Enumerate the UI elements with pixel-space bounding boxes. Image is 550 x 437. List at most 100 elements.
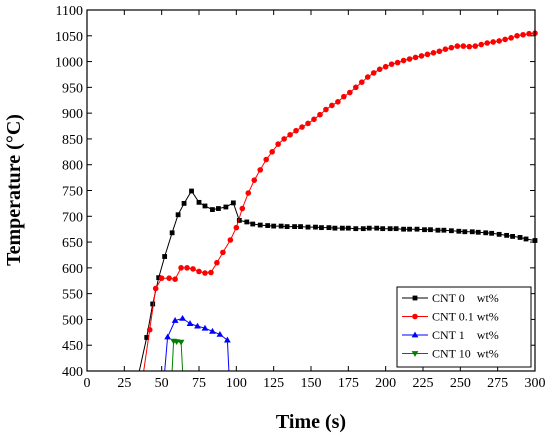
data-point: [293, 127, 299, 134]
series-3: [170, 338, 185, 372]
data-point: [196, 199, 202, 205]
y-tick-label: 800: [62, 159, 83, 174]
data-point: [448, 228, 454, 234]
data-point: [339, 225, 345, 231]
data-point: [504, 232, 510, 238]
data-point: [216, 330, 224, 337]
data-point: [181, 200, 187, 206]
data-point: [364, 74, 371, 80]
legend-label: CNT 0 wt%: [432, 291, 499, 305]
series-0: [138, 188, 538, 372]
data-point: [201, 324, 209, 331]
data-point: [358, 79, 365, 85]
data-point: [162, 254, 168, 259]
legend-entry: CNT 0 wt%: [402, 291, 499, 305]
data-point: [146, 326, 153, 333]
data-point: [305, 224, 311, 230]
data-point: [210, 207, 215, 212]
data-point: [209, 327, 216, 334]
data-point: [178, 265, 184, 271]
data-point: [144, 335, 150, 340]
data-point: [269, 149, 275, 155]
data-point: [233, 224, 240, 231]
data-point: [490, 39, 496, 45]
data-point: [353, 226, 359, 232]
data-point: [376, 66, 383, 73]
y-tick-label: 550: [62, 288, 83, 303]
x-tick-label: 250: [450, 376, 471, 391]
data-point: [239, 205, 246, 212]
data-point: [208, 269, 214, 276]
plot-frame: [86, 9, 536, 372]
data-point: [430, 50, 437, 56]
data-point: [412, 295, 418, 301]
data-point: [220, 249, 226, 256]
data-point: [388, 61, 395, 67]
y-tick-label: 400: [62, 365, 83, 380]
data-point: [424, 51, 431, 58]
data-point: [223, 204, 229, 210]
data-point: [257, 222, 263, 228]
data-point: [456, 228, 462, 234]
legend-label: CNT 10 wt%: [432, 347, 499, 361]
y-tick-label: 1050: [55, 30, 83, 45]
data-point: [332, 225, 338, 231]
data-point: [489, 230, 495, 236]
data-point: [319, 225, 324, 231]
data-point: [387, 226, 393, 232]
data-point: [305, 120, 311, 127]
data-point: [407, 226, 412, 232]
legend-entry: CNT 10 wt%: [402, 347, 499, 361]
y-tick-label: 500: [62, 313, 83, 328]
series-1: [143, 30, 538, 372]
data-point: [223, 336, 231, 343]
data-point: [311, 116, 317, 123]
data-point: [313, 224, 318, 230]
data-point: [245, 190, 252, 196]
data-point: [278, 223, 284, 229]
data-point: [227, 237, 234, 243]
data-point: [460, 43, 467, 49]
data-point: [236, 218, 242, 223]
data-point: [341, 93, 347, 100]
data-point: [152, 285, 159, 292]
data-point: [380, 226, 386, 232]
data-point: [287, 132, 293, 138]
data-point: [326, 225, 332, 231]
data-point: [401, 226, 406, 232]
series-2: [164, 314, 231, 372]
legend-entry: CNT 0.1 wt%: [402, 310, 499, 324]
data-point: [292, 224, 297, 229]
data-point: [250, 221, 256, 227]
data-point: [526, 30, 532, 37]
x-tick-label: 75: [192, 376, 206, 391]
data-point: [514, 32, 520, 39]
data-point: [382, 63, 389, 70]
legend-entry: CNT 1 wt%: [402, 328, 499, 342]
data-point: [202, 203, 208, 209]
data-point: [353, 84, 359, 91]
data-point: [251, 177, 258, 183]
data-point: [169, 230, 175, 236]
data-point: [366, 225, 372, 231]
data-point: [214, 259, 220, 266]
data-point: [406, 56, 413, 62]
x-tick-label: 200: [375, 376, 396, 391]
data-point: [462, 229, 468, 235]
x-tick-label: 175: [338, 376, 359, 391]
data-point: [196, 268, 202, 275]
data-point: [393, 226, 399, 232]
data-point: [436, 48, 443, 55]
data-point: [394, 59, 401, 66]
data-point: [370, 70, 377, 76]
data-point: [230, 200, 236, 206]
data-point: [345, 225, 351, 231]
data-point: [510, 233, 515, 239]
y-tick-label: 1000: [55, 56, 83, 71]
data-point: [150, 301, 156, 307]
y-tick-label: 750: [62, 185, 83, 200]
data-point: [189, 188, 194, 194]
data-point: [523, 236, 529, 242]
data-point: [508, 35, 514, 41]
